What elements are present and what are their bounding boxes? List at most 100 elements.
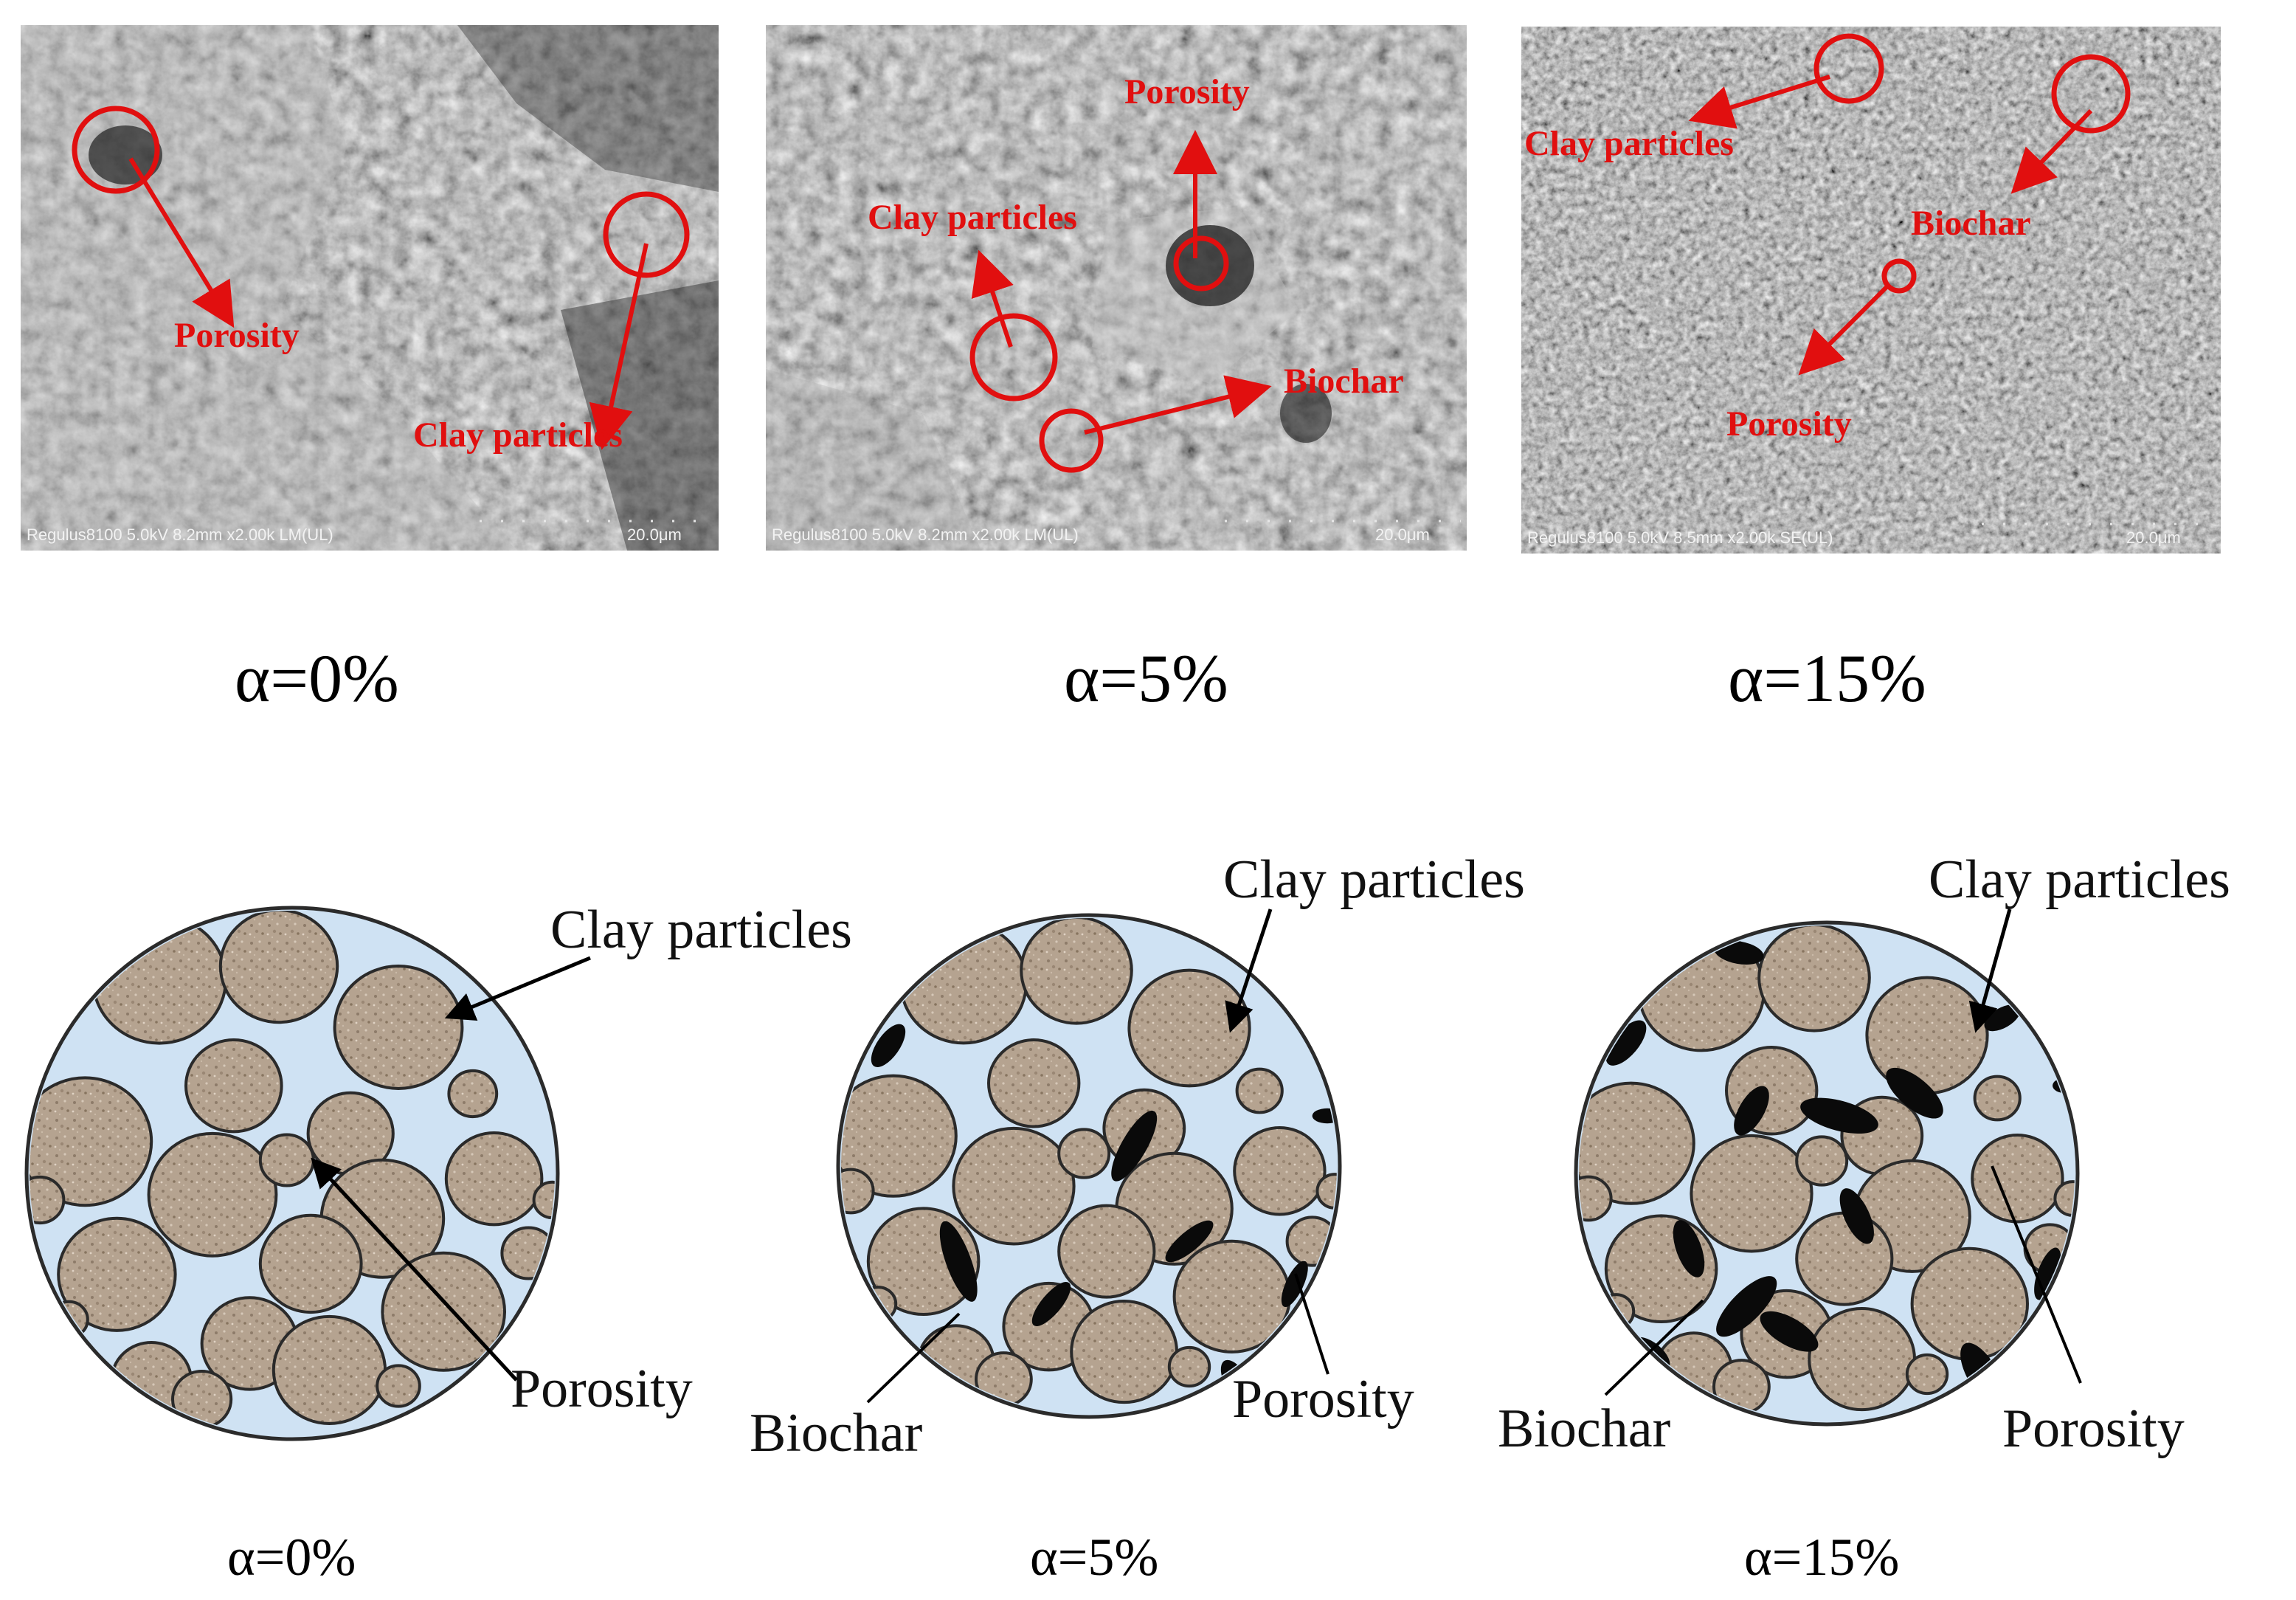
clay-particle [30, 1175, 66, 1225]
schematic-label-porosity: Porosity [2002, 1399, 2185, 1459]
biochar-particle [1886, 1067, 1943, 1119]
sem-label-porosity: Porosity [1124, 72, 1250, 111]
clay-particle [975, 1351, 1033, 1407]
sem-arrow-biochar [1084, 375, 1272, 435]
clay-particle [30, 1076, 153, 1207]
schematic-alpha-15 [1574, 920, 2080, 1427]
schematic-label-clay-particles: Clay particles [1223, 849, 1525, 910]
schematic-alpha-0 [24, 906, 560, 1441]
biochar-particle [1165, 1220, 1214, 1263]
clay-particle [1579, 1175, 1613, 1222]
clay-particle [381, 1251, 507, 1372]
clay-particle [147, 1131, 278, 1258]
clay-particle [184, 1038, 283, 1134]
clay-particle [171, 1369, 233, 1430]
sem-arrow-clay [589, 243, 649, 450]
sem-arrow-biochar [2010, 108, 2093, 194]
sem-marker-biochar [2051, 54, 2131, 134]
sem-label-porosity: Porosity [1726, 404, 1852, 444]
clay-particle [218, 911, 339, 1024]
clay-particle [333, 965, 464, 1090]
clay-particle [1020, 918, 1133, 1025]
biochar-particle [1605, 1020, 1647, 1066]
schematic-caption-alpha-15: α=15% [1744, 1528, 1899, 1587]
schematic-label-biochar: Biochar [1498, 1399, 1670, 1459]
schematic-label-biochar: Biochar [750, 1403, 922, 1463]
clay-particle [444, 1131, 544, 1227]
clay-particle [1233, 1126, 1327, 1216]
sem-marker-clay [1813, 33, 1884, 104]
sem-label-porosity: Porosity [174, 316, 300, 355]
clay-particle [376, 1364, 421, 1408]
sem-marker-clay [603, 191, 690, 278]
clay-particle [1273, 1331, 1307, 1363]
clay-particle [1579, 1081, 1695, 1205]
schematic-labels-alpha-0: Clay particles Porosity [311, 900, 852, 1419]
schematic-label-clay-particles: Clay particles [550, 900, 852, 960]
schematic-caption-alpha-5: α=5% [1030, 1528, 1158, 1587]
schematic-label-porosity: Porosity [511, 1359, 693, 1419]
biochar-particle [1111, 1110, 1158, 1182]
biochar-particle [1312, 1108, 1337, 1124]
clay-particle [1971, 1134, 2064, 1224]
particles [30, 911, 555, 1430]
sem-meta-text: Regulus8100 5.0kV 8.2mm x2.00k LM(UL) [772, 525, 1079, 544]
schematic-caption-alpha-0: α=0% [227, 1528, 356, 1587]
clay-particle [1057, 1204, 1156, 1299]
sem-marker-clay [969, 313, 1058, 401]
clay-particle [1795, 1135, 1849, 1187]
biochar-particle [1714, 940, 1764, 965]
sem-scale-text: 20.0μm [2126, 528, 2181, 547]
biochar-particle [1716, 1276, 1777, 1337]
sem-meta-text: Regulus8100 5.0kV 8.5mm x2.00k SE(UL) [1527, 528, 1833, 547]
sem-arrow-porosity [128, 157, 235, 328]
sem-marker-porosity [1173, 235, 1229, 292]
biochar-particle [1839, 1188, 1874, 1244]
sem-scale-text: 20.0μm [1375, 525, 1430, 544]
clay-particle [1235, 1067, 1284, 1114]
sem-arrow-porosity [1798, 283, 1891, 376]
biochar-particle [1031, 1282, 1071, 1326]
clay-particle [1057, 1128, 1111, 1179]
clay-particle [1808, 1307, 1917, 1412]
schematic-label-porosity: Porosity [1232, 1369, 1414, 1430]
clay-particle [1865, 976, 1989, 1095]
clay-particle [272, 1314, 387, 1425]
schematic-labels-alpha-5: Clay particles Biochar Porosity [750, 849, 1525, 1463]
sem-label-biochar: Biochar [1284, 362, 1404, 401]
sem-caption-alpha-5: α=5% [1064, 641, 1228, 716]
clay-particle [1070, 1300, 1178, 1404]
clay-particle [1712, 1359, 1771, 1415]
sem-label-clay-particles: Clay particles [1524, 124, 1734, 163]
biochar-particle [1673, 1220, 1705, 1277]
sem-scale-text: 20.0μm [627, 525, 682, 544]
sem-panel-alpha-5: Porosity Clay particles Biochar Regulus8… [766, 25, 1467, 551]
schematic-label-clay-particles: Clay particles [1929, 849, 2230, 910]
sem-marker-biochar [1039, 408, 1104, 473]
sem-panel-alpha-0: Porosity Clay particles Regulus8100 5.0k… [21, 25, 719, 551]
sem-label-biochar: Biochar [1911, 204, 2031, 243]
clay-particle [258, 1133, 315, 1187]
clay-particle [1973, 1075, 2022, 1122]
sem-label-clay-particles: Clay particles [868, 198, 1077, 237]
clay-particle [1167, 1345, 1211, 1388]
clay-particle [258, 1213, 363, 1314]
biochar-particle [871, 1024, 906, 1068]
biochar-particle [1281, 1261, 1308, 1308]
sem-arrow-clay [1688, 75, 1830, 129]
sem-meta-text: Regulus8100 5.0kV 8.2mm x2.00k LM(UL) [27, 525, 333, 544]
biochar-particle [1734, 1086, 1769, 1136]
sem-marker-porosity [72, 106, 160, 194]
clay-particle [1757, 925, 1871, 1032]
sem-caption-alpha-15: α=15% [1728, 641, 1926, 716]
sem-label-clay-particles: Clay particles [413, 415, 623, 455]
biochar-particle [1760, 1311, 1819, 1352]
sem-caption-alpha-0: α=0% [235, 641, 399, 716]
clay-particle [841, 1074, 958, 1198]
clay-particle [1795, 1211, 1894, 1306]
clay-particle [1905, 1353, 1949, 1396]
sem-marker-porosity [1881, 258, 1917, 294]
biochar-particle [1800, 1097, 1878, 1134]
schematic-labels-alpha-15: Clay particles Biochar Porosity [1498, 849, 2230, 1459]
